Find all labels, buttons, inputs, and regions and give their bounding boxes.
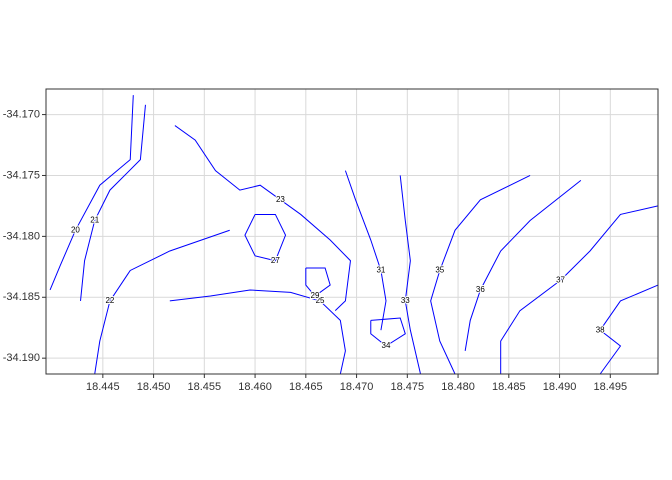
y-tick-label: -34.185 (3, 291, 40, 303)
plot-background (46, 89, 658, 374)
contour-label: 29 (311, 291, 320, 300)
x-tick-label: 18.455 (188, 381, 222, 393)
contour-label: 20 (71, 225, 80, 234)
x-tick-label: 18.475 (390, 381, 424, 393)
contour-label: 34 (382, 341, 391, 350)
y-tick-label: -34.175 (3, 169, 40, 181)
contour-line (399, 175, 421, 375)
contour-label: 31 (376, 266, 385, 275)
contour-line (500, 205, 659, 374)
contour-label: 25 (316, 296, 325, 305)
x-tick-label: 18.485 (492, 381, 526, 393)
contour-line (174, 125, 352, 312)
contour-label: 21 (90, 216, 99, 225)
y-tick-label: -34.180 (3, 230, 40, 242)
contour-label: 36 (476, 285, 485, 294)
x-tick-label: 18.490 (543, 381, 577, 393)
x-tick-label: 18.495 (593, 381, 627, 393)
contour-label: 23 (276, 195, 285, 204)
contour-label: 37 (556, 275, 565, 284)
contour-line (49, 95, 134, 291)
x-tick-label: 18.465 (289, 381, 323, 393)
x-tick-label: 18.470 (340, 381, 374, 393)
contour-label: 27 (271, 256, 280, 265)
x-tick-label: 18.460 (238, 381, 272, 393)
contour-label: 33 (401, 296, 410, 305)
contour-line (370, 317, 406, 347)
contour-label: 38 (596, 325, 605, 334)
y-tick-label: -34.170 (3, 108, 40, 120)
contour-label: 22 (105, 296, 114, 305)
contour-line (94, 229, 230, 375)
x-tick-label: 18.480 (441, 381, 475, 393)
x-tick-label: 18.445 (86, 381, 120, 393)
plot-border (45, 88, 659, 375)
x-tick-label: 18.450 (137, 381, 171, 393)
contour-line (169, 289, 346, 375)
y-tick-label: -34.190 (3, 352, 40, 364)
contour-label: 35 (435, 266, 444, 275)
contour-line (244, 213, 287, 262)
contour-line (599, 284, 659, 375)
contour-line (430, 175, 531, 375)
contour-line (305, 267, 331, 297)
contour-line (344, 170, 387, 331)
contour-line (80, 104, 146, 301)
contour-line (464, 179, 582, 351)
